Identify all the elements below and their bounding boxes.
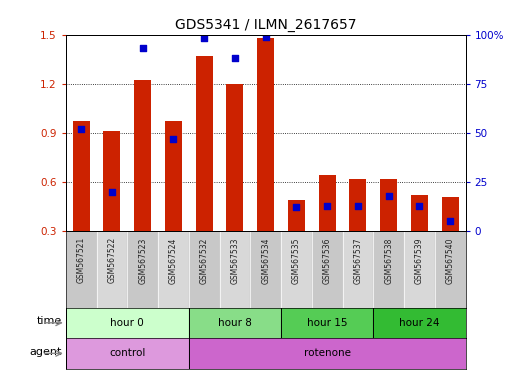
Bar	[73, 121, 89, 231]
Text: control: control	[109, 348, 145, 358]
Text: GSM567523: GSM567523	[138, 237, 147, 283]
Point	[169, 136, 177, 142]
Text: GSM567538: GSM567538	[383, 237, 392, 283]
Bar	[127, 231, 158, 308]
Text: GSM567539: GSM567539	[414, 237, 423, 284]
Bar	[280, 231, 311, 308]
Bar	[188, 308, 280, 338]
Bar	[434, 231, 465, 308]
Point	[384, 193, 392, 199]
Bar	[195, 56, 212, 231]
Bar	[342, 231, 373, 308]
Text: GSM567535: GSM567535	[291, 237, 300, 284]
Point	[292, 204, 300, 210]
Text: GSM567521: GSM567521	[76, 237, 85, 283]
Text: GSM567536: GSM567536	[322, 237, 331, 284]
Text: GSM567533: GSM567533	[230, 237, 239, 284]
Bar	[250, 231, 280, 308]
Bar	[441, 197, 458, 231]
Bar	[403, 231, 434, 308]
Point	[230, 55, 238, 61]
Point	[77, 126, 85, 132]
Text: GSM567532: GSM567532	[199, 237, 208, 283]
Bar	[188, 231, 219, 308]
Text: agent: agent	[29, 347, 62, 357]
Bar	[373, 308, 465, 338]
Text: GSM567540: GSM567540	[445, 237, 454, 284]
Text: GSM567534: GSM567534	[261, 237, 270, 284]
Point	[415, 202, 423, 209]
Bar	[373, 231, 403, 308]
Bar	[318, 175, 335, 231]
Bar	[257, 38, 274, 231]
Title: GDS5341 / ILMN_2617657: GDS5341 / ILMN_2617657	[175, 18, 356, 32]
Bar	[134, 80, 151, 231]
Text: GSM567524: GSM567524	[169, 237, 178, 283]
Bar	[219, 231, 250, 308]
Bar	[96, 231, 127, 308]
Point	[108, 189, 116, 195]
Bar	[188, 338, 465, 369]
Bar	[158, 231, 188, 308]
Bar	[280, 308, 373, 338]
Text: GSM567537: GSM567537	[352, 237, 362, 284]
Text: hour 8: hour 8	[218, 318, 251, 328]
Bar	[165, 121, 181, 231]
Text: hour 24: hour 24	[398, 318, 439, 328]
Bar	[226, 84, 243, 231]
Bar	[410, 195, 427, 231]
Point	[199, 35, 208, 41]
Bar	[66, 231, 96, 308]
Text: GSM567522: GSM567522	[107, 237, 116, 283]
Point	[445, 218, 453, 224]
Bar	[379, 179, 396, 231]
Point	[261, 33, 269, 40]
Point	[353, 202, 361, 209]
Bar	[103, 131, 120, 231]
Bar	[66, 338, 188, 369]
Bar	[311, 231, 342, 308]
Point	[323, 202, 331, 209]
Text: rotenone: rotenone	[303, 348, 350, 358]
Bar	[66, 308, 188, 338]
Text: time: time	[36, 316, 62, 326]
Bar	[349, 179, 366, 231]
Text: hour 15: hour 15	[307, 318, 347, 328]
Bar	[287, 200, 304, 231]
Point	[138, 45, 146, 51]
Text: hour 0: hour 0	[110, 318, 144, 328]
